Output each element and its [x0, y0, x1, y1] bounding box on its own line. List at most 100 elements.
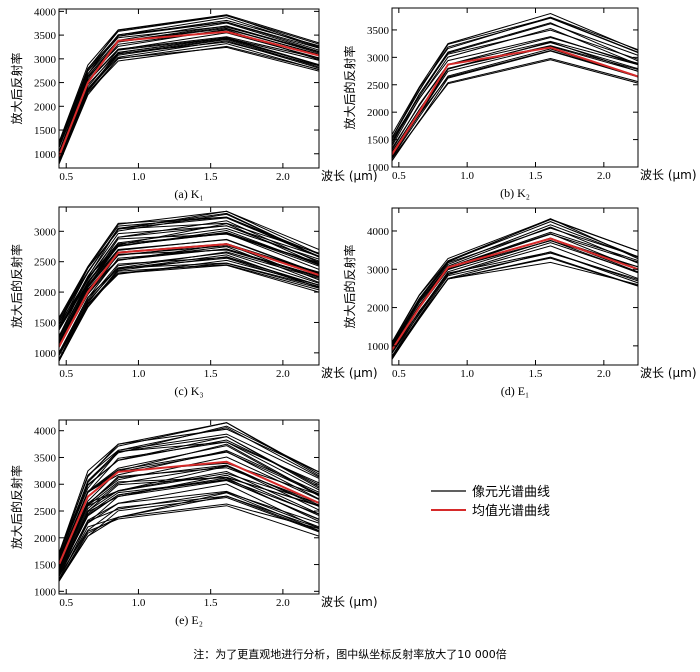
chart-2: 0.5 1.0 1.5 2.0 1000 1500 2000 2500 3000 3500 波长 (… [342, 7, 697, 200]
chart-4: 0.5 1.0 1.5 2.0 1000 2000 3000 4000 波长 (μm) 放大后的反… [342, 207, 697, 398]
x-tick-label: 1.0 [132, 368, 146, 380]
x-tick-label: 0.5 [59, 171, 73, 183]
pixel-curve [392, 27, 638, 143]
x-tick-label: 1.0 [132, 171, 146, 183]
pixel-curve [392, 256, 638, 359]
y-axis-label: 放大后的反射率 [9, 244, 24, 328]
chart-1: 0.5 1.0 1.5 2.0 1000 1500 2000 2500 3000 3500 4000… [9, 6, 378, 201]
y-tick-label: 1500 [34, 317, 57, 329]
x-axis-label: 波长 (μm) [321, 595, 378, 609]
x-axis-label: 波长 (μm) [640, 168, 697, 182]
y-tick-label: 1000 [34, 586, 57, 598]
mean-curve [392, 46, 638, 155]
pixel-curve [59, 503, 319, 580]
pixel-curve [59, 256, 319, 355]
pixel-curve [392, 12, 638, 135]
plot-frame [58, 419, 320, 595]
y-axis-label: 放大后的反射率 [342, 244, 357, 328]
y-tick-label: 2000 [367, 107, 390, 119]
pixel-curve [59, 465, 319, 571]
chart-caption: (c) K₃ [174, 384, 203, 398]
pixel-curve [59, 259, 319, 356]
pixel-curve [59, 425, 319, 555]
y-tick-label: 3000 [34, 226, 57, 238]
x-tick-label: 1.5 [204, 368, 218, 380]
x-tick-label: 1.0 [460, 170, 474, 182]
pixel-curve [59, 505, 319, 581]
y-tick-label: 1000 [34, 348, 57, 360]
chart-caption: (e) E₂ [175, 613, 203, 627]
y-axis-label: 放大后的反射率 [342, 45, 357, 129]
chart-caption: (a) K₁ [174, 187, 203, 201]
chart-3: 0.5 1.0 1.5 2.0 1000 1500 2000 2500 3000 波长 (μm) 放… [9, 206, 378, 398]
chart-5: 0.5 1.0 1.5 2.0 1000 1500 2000 2500 3000 3500 4000… [9, 419, 378, 627]
mean-curve [59, 243, 319, 348]
pixel-curves [59, 422, 319, 582]
y-tick-label: 1500 [34, 560, 57, 572]
y-tick-label: 4000 [367, 226, 390, 238]
x-tick-label: 0.5 [392, 368, 406, 380]
pixel-curve [392, 42, 638, 153]
pixel-curve [59, 436, 319, 558]
pixel-curve [59, 216, 319, 323]
y-tick-label: 2500 [34, 78, 57, 90]
y-tick-label: 3500 [34, 452, 57, 464]
pixel-curve [392, 16, 638, 139]
pixel-curve [392, 242, 638, 354]
pixel-curve [59, 456, 319, 566]
legend-mean-label: 均值光谱曲线 [472, 503, 550, 519]
y-tick-label: 1000 [34, 149, 57, 161]
pixel-curve [59, 436, 319, 558]
x-axis-label: 波长 (μm) [321, 366, 378, 380]
mean-curve [392, 237, 638, 351]
y-axis-label: 放大后的反射率 [9, 465, 24, 549]
plot-frame [391, 7, 639, 168]
pixel-curve [392, 36, 638, 147]
x-tick-label: 1.5 [204, 597, 218, 609]
chart-caption: (b) K₂ [500, 186, 530, 200]
y-tick-label: 2500 [34, 257, 57, 269]
y-tick-label: 3000 [34, 54, 57, 66]
pixel-curve [59, 227, 319, 331]
pixel-curve [59, 477, 319, 574]
plot-frame [58, 8, 320, 169]
x-tick-label: 2.0 [597, 170, 611, 182]
pixel-curves [392, 218, 638, 360]
pixel-curve [392, 245, 638, 354]
legend-pixel-label: 像元光谱曲线 [472, 485, 550, 500]
pixel-curve [392, 50, 638, 160]
pixel-curve [59, 252, 319, 355]
pixel-curve [59, 428, 319, 554]
pixel-curve [59, 14, 319, 143]
y-tick-label: 2000 [367, 303, 390, 315]
mean-curve [59, 460, 319, 565]
pixel-curves [392, 12, 638, 162]
y-tick-label: 3000 [367, 264, 390, 276]
pixel-curve [59, 254, 319, 362]
y-tick-label: 2000 [34, 533, 57, 545]
pixel-curves [59, 210, 319, 362]
pixel-curve [59, 441, 319, 560]
y-tick-label: 4000 [34, 426, 57, 438]
pixel-curve [392, 261, 638, 359]
plot-frame [391, 207, 639, 366]
pixel-curve [392, 23, 638, 140]
figure-note: 注：为了更直观地进行分析，图中纵坐标反射率放大了10 000倍 [193, 648, 507, 661]
pixel-curves [59, 14, 319, 165]
x-tick-label: 2.0 [276, 171, 290, 183]
y-tick-label: 3000 [367, 52, 390, 64]
y-tick-label: 4000 [34, 6, 57, 18]
y-tick-label: 1000 [367, 162, 390, 174]
x-tick-label: 1.5 [204, 171, 218, 183]
x-axis-label: 波长 (μm) [321, 169, 378, 183]
x-tick-label: 1.0 [132, 597, 146, 609]
pixel-curve [59, 495, 319, 577]
x-tick-label: 2.0 [597, 368, 611, 380]
y-tick-label: 2500 [367, 80, 390, 92]
pixel-curve [392, 239, 638, 352]
x-axis-label: 波长 (μm) [640, 366, 697, 380]
y-tick-label: 2000 [34, 287, 57, 299]
pixel-curve [59, 248, 319, 348]
